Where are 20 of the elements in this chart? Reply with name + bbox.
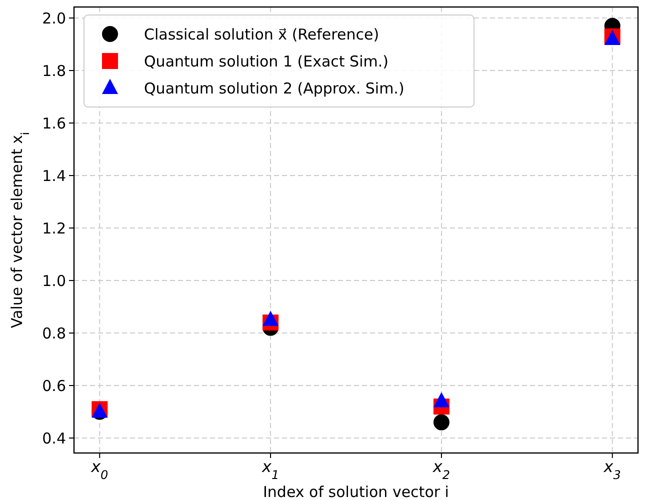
y-tick-label: 1.0	[42, 272, 66, 290]
x-axis-title: Index of solution vector i	[263, 483, 449, 500]
y-tick-label: 0.8	[42, 324, 66, 342]
y-tick-label: 1.2	[42, 219, 66, 238]
point	[433, 414, 450, 430]
x-tick-label: x$_{1}$	[260, 457, 280, 482]
y-tick-label: 0.6	[42, 376, 66, 395]
legend-label: Classical solution x⃗ (Reference)	[144, 25, 380, 44]
x-tick-label: x$_{0}$	[90, 457, 109, 482]
y-tick-label: 1.8	[42, 62, 66, 80]
y-tick-label: 0.4	[42, 429, 66, 448]
y-tick-label: 1.6	[42, 114, 66, 132]
point	[433, 392, 450, 408]
point	[262, 310, 279, 326]
y-tick-label: 2.0	[42, 9, 66, 28]
x-tick-label: x$_{2}$	[432, 457, 450, 482]
legend-label: Quantum solution 1 (Exact Sim.)	[144, 52, 388, 70]
x-tick-label: x$_{3}$	[602, 457, 621, 482]
y-tick-label: 1.4	[42, 166, 66, 185]
legend-label: Quantum solution 2 (Approx. Sim.)	[144, 79, 404, 98]
